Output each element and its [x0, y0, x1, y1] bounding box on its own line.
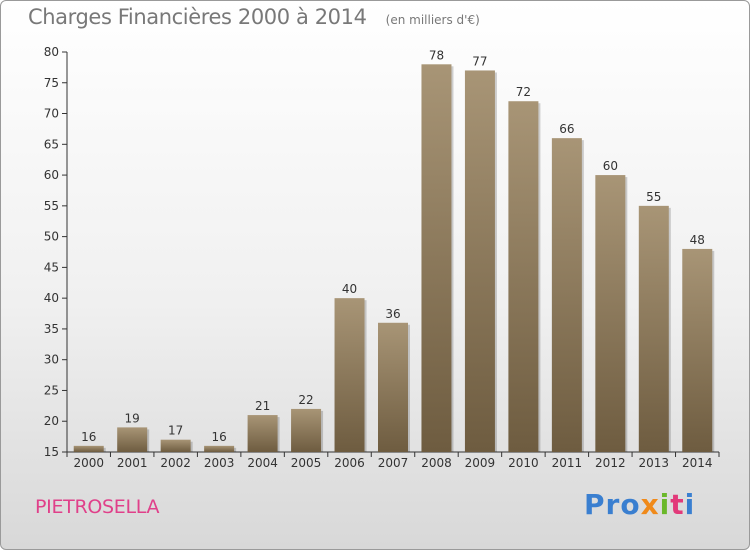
bar: [334, 298, 365, 452]
x-tick-label: 2013: [639, 456, 670, 470]
bar: [595, 175, 626, 453]
y-tick-label: 25: [44, 383, 59, 397]
x-tick-label: 2014: [682, 456, 713, 470]
logo-part-1: Pro: [584, 488, 641, 521]
x-tick-label: 2009: [465, 456, 496, 470]
y-tick-label: 80: [44, 45, 59, 59]
y-tick-label: 20: [44, 414, 59, 428]
data-label: 66: [559, 122, 574, 136]
bar: [638, 205, 669, 452]
data-label: 19: [125, 411, 140, 425]
bar: [204, 445, 235, 452]
x-tick-label: 2012: [595, 456, 626, 470]
bar: [160, 439, 191, 452]
bar: [117, 427, 148, 452]
data-label: 16: [211, 430, 226, 444]
x-tick-label: 2001: [117, 456, 148, 470]
data-label: 36: [385, 307, 400, 321]
bar: [464, 70, 495, 452]
x-tick-label: 2007: [378, 456, 409, 470]
bar: [73, 445, 104, 452]
y-tick-label: 70: [44, 107, 59, 121]
bar: [421, 64, 452, 453]
x-tick-label: 2002: [160, 456, 191, 470]
chart-title-block: Charges Financières 2000 à 2014 (en mill…: [28, 5, 480, 29]
bar: [247, 415, 278, 452]
x-tick-label: 2011: [552, 456, 583, 470]
chart-subtitle: (en milliers d'€): [385, 13, 480, 27]
data-label: 48: [690, 233, 705, 247]
data-label: 78: [429, 48, 444, 62]
y-tick-label: 65: [44, 137, 59, 151]
x-tick-label: 2006: [334, 456, 365, 470]
x-tick-label: 2010: [508, 456, 539, 470]
data-label: 21: [255, 399, 270, 413]
y-tick-label: 35: [44, 322, 59, 336]
data-label: 17: [168, 424, 183, 438]
chart-title: Charges Financières 2000 à 2014: [28, 5, 367, 29]
y-tick-label: 30: [44, 353, 59, 367]
data-label: 60: [603, 159, 618, 173]
x-tick-label: 2005: [291, 456, 322, 470]
data-label: 77: [472, 54, 487, 68]
proxiti-logo: Proxiti: [584, 488, 695, 521]
bar: [508, 101, 539, 452]
data-label: 22: [298, 393, 313, 407]
x-tick-label: 2004: [247, 456, 278, 470]
bar: [378, 322, 408, 452]
y-tick-label: 60: [44, 168, 59, 182]
data-label: 40: [342, 282, 357, 296]
data-label: 55: [646, 190, 661, 204]
y-tick-label: 15: [44, 445, 59, 459]
logo-part-4: t: [670, 488, 685, 521]
data-label: 16: [81, 430, 96, 444]
x-tick-label: 2003: [204, 456, 235, 470]
y-tick-label: 45: [44, 260, 59, 274]
logo-part-2: x: [640, 488, 660, 521]
y-tick-label: 40: [44, 291, 59, 305]
x-tick-label: 2008: [421, 456, 452, 470]
y-tick-label: 50: [44, 230, 59, 244]
commune-name: PIETROSELLA: [35, 496, 160, 518]
bar: [551, 138, 582, 452]
bar: [291, 408, 322, 452]
logo-part-3: i: [659, 488, 671, 521]
y-tick-label: 55: [44, 199, 59, 213]
bar: [682, 248, 713, 452]
logo-part-5: i: [684, 488, 696, 521]
data-label: 72: [516, 85, 531, 99]
y-tick-label: 75: [44, 76, 59, 90]
x-tick-label: 2000: [73, 456, 104, 470]
